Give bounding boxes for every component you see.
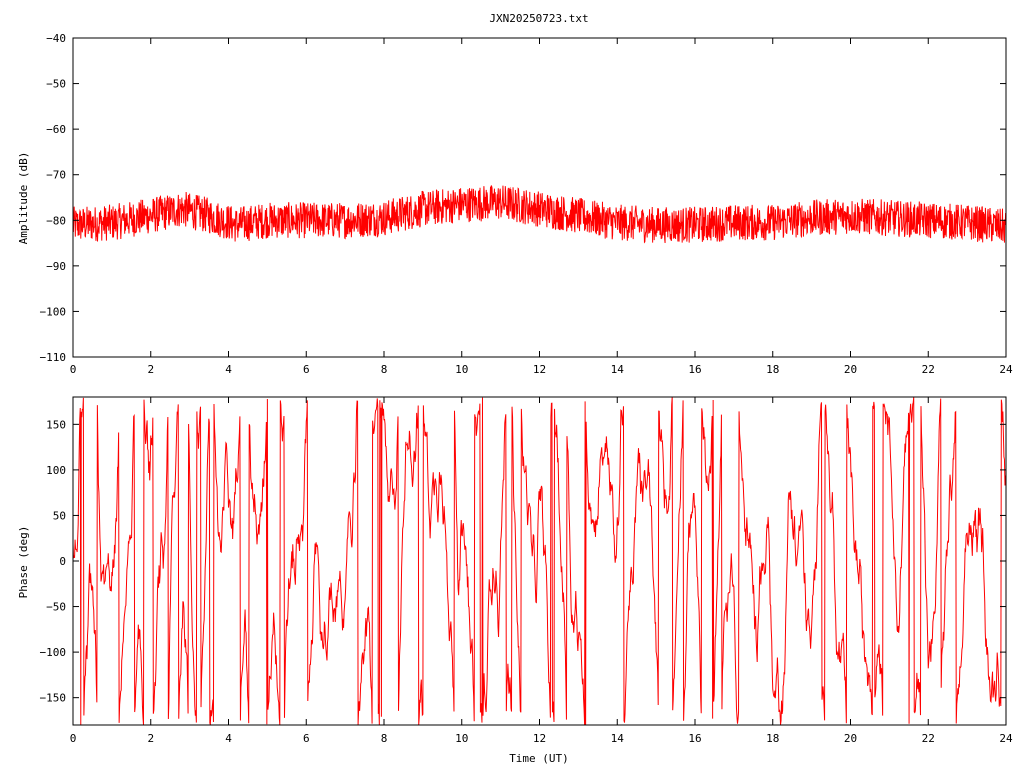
x-tick-label: 6 — [303, 732, 310, 745]
phase-line — [73, 397, 1006, 725]
y-tick-label: −50 — [46, 78, 66, 91]
y-tick-label: −100 — [40, 646, 67, 659]
x-tick-label: 20 — [844, 732, 857, 745]
x-tick-label: 14 — [611, 363, 625, 376]
y-tick-label: −150 — [40, 692, 67, 705]
phase-y-axis-label: Phase (deg) — [17, 526, 30, 599]
y-tick-label: −50 — [46, 601, 66, 614]
y-tick-label: 50 — [53, 509, 66, 522]
x-tick-label: 0 — [70, 363, 77, 376]
amplitude-y-ticks: −110 −100 −90 −80 −70 −60 −50 −40 — [40, 32, 1006, 364]
phase-series — [73, 397, 1006, 725]
amplitude-y-axis-label: Amplitude (dB) — [17, 152, 30, 245]
y-tick-label: −100 — [40, 305, 67, 318]
amplitude-x-ticks: 0 2 4 6 8 10 12 14 16 18 20 22 24 — [70, 38, 1013, 376]
amplitude-frame — [72, 37, 1007, 358]
phase-panel: 0 2 4 6 8 10 12 14 16 18 20 22 24 −150−100−500501001… — [17, 396, 1013, 765]
x-tick-label: 12 — [533, 732, 546, 745]
amplitude-panel: 0 2 4 6 8 10 12 14 16 18 20 22 24 −110−100−90−80−70−… — [17, 32, 1013, 376]
x-tick-label: 2 — [147, 363, 154, 376]
x-tick-label: 4 — [225, 363, 232, 376]
x-tick-label: 0 — [70, 732, 77, 745]
phase-frame — [72, 396, 1007, 726]
x-tick-label: 12 — [533, 363, 546, 376]
amplitude-line — [72, 185, 1007, 244]
x-tick-label: 14 — [611, 732, 625, 745]
y-tick-label: −60 — [46, 123, 66, 136]
x-tick-label: 18 — [766, 363, 779, 376]
x-tick-label: 22 — [922, 732, 935, 745]
x-tick-label: 10 — [455, 732, 468, 745]
x-tick-label: 24 — [999, 732, 1013, 745]
x-tick-label: 22 — [922, 363, 935, 376]
x-tick-label: 4 — [225, 732, 232, 745]
phase-x-ticks: 0 2 4 6 8 10 12 14 16 18 20 22 24 — [70, 397, 1013, 745]
y-tick-label: −70 — [46, 169, 66, 182]
x-tick-label: 24 — [999, 363, 1013, 376]
x-tick-label: 8 — [381, 732, 388, 745]
x-tick-label: 16 — [688, 363, 701, 376]
x-tick-label: 10 — [455, 363, 468, 376]
y-tick-label: 100 — [46, 464, 66, 477]
phase-y-ticks: −150 −100 −50 0 50 100 150 — [40, 418, 1006, 705]
amplitude-series — [72, 185, 1007, 244]
y-tick-label: −90 — [46, 260, 66, 273]
x-tick-label: 18 — [766, 732, 779, 745]
x-tick-label: 20 — [844, 363, 857, 376]
y-tick-label: −80 — [46, 214, 66, 227]
y-tick-label: 0 — [59, 555, 66, 568]
x-tick-label: 6 — [303, 363, 310, 376]
y-tick-label: −110 — [40, 351, 67, 364]
x-tick-label: 16 — [688, 732, 701, 745]
x-tick-label: 2 — [147, 732, 154, 745]
phase-x-axis-label: Time (UT) — [509, 752, 569, 765]
x-tick-label: 8 — [381, 363, 388, 376]
y-tick-label: 150 — [46, 418, 66, 431]
y-tick-label: −40 — [46, 32, 66, 45]
chart-title: JXN20250723.txt — [489, 12, 588, 25]
